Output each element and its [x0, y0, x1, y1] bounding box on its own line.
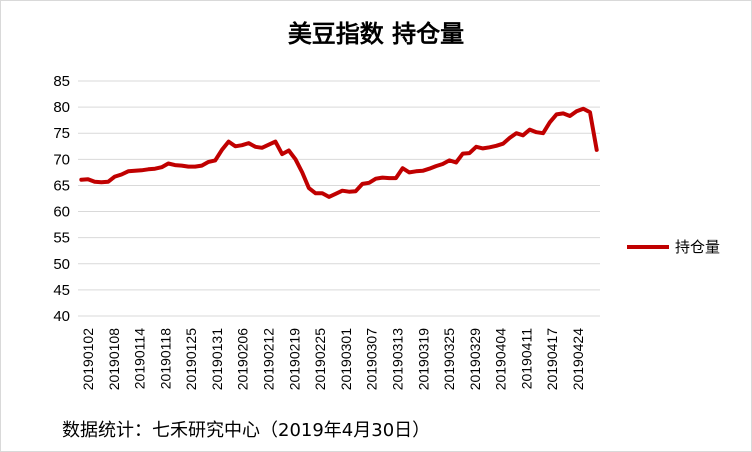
source-note: 数据统计：七禾研究中心（2019年4月30日）: [62, 420, 431, 441]
x-axis: 20190102 20190108 20190114 20190118 20190125…: [80, 328, 586, 391]
legend: 持仓量: [627, 236, 720, 257]
chart-title: 美豆指数 持仓量: [287, 20, 465, 48]
x-tick-label: 20190417: [544, 328, 560, 391]
x-tick-label: 20190307: [364, 328, 380, 391]
x-tick-label: 20190411: [518, 328, 534, 389]
y-tick-label: 45: [53, 282, 70, 299]
y-tick-label: 70: [53, 151, 70, 168]
x-tick-label: 20190102: [80, 328, 96, 391]
x-tick-label: 20190206: [235, 328, 251, 391]
x-tick-label: 20190118: [157, 328, 173, 389]
y-tick-label: 55: [53, 230, 70, 247]
y-tick-label: 65: [53, 177, 70, 194]
x-tick-label: 20190404: [493, 328, 509, 391]
legend-label: 持仓量: [675, 238, 721, 256]
x-tick-label: 20190131: [209, 328, 225, 391]
x-tick-label: 20190301: [338, 328, 354, 391]
x-tick-label: 20190212: [261, 328, 277, 391]
x-tick-label: 20190125: [183, 328, 199, 391]
y-tick-label: 50: [53, 256, 70, 273]
legend-swatch: [627, 244, 669, 249]
x-tick-label: 20190319: [415, 328, 431, 391]
series-line-open-interest: [79, 106, 599, 199]
x-tick-label: 20190108: [106, 328, 122, 391]
x-tick-label: 20190225: [312, 328, 328, 391]
y-axis: 40 45 50 55 60 65 70 75 80 85: [53, 73, 70, 325]
x-tick-label: 20190329: [467, 328, 483, 391]
y-tick-label: 80: [53, 99, 70, 116]
x-tick-label: 20190219: [286, 328, 302, 391]
y-tick-label: 75: [53, 125, 70, 142]
x-tick-label: 20190424: [570, 328, 586, 391]
gridlines: [78, 80, 600, 317]
x-tick-label: 20190313: [389, 328, 405, 391]
series-layer: [79, 106, 599, 199]
x-tick-label: 20190325: [441, 328, 457, 391]
y-tick-label: 40: [53, 308, 70, 325]
y-tick-label: 85: [53, 73, 70, 90]
x-tick-label: 20190114: [132, 328, 148, 389]
y-tick-label: 60: [53, 204, 70, 221]
